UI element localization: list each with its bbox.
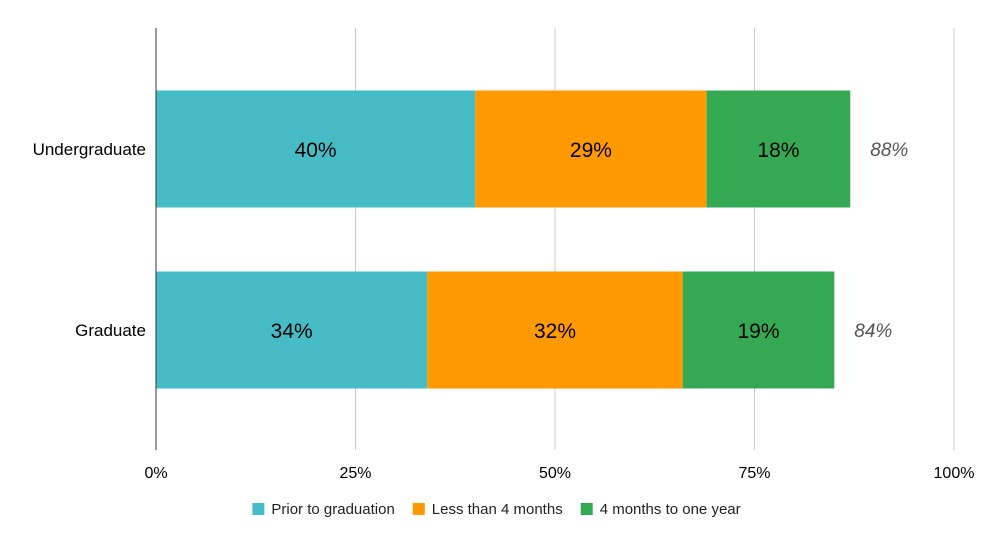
legend-swatch	[412, 503, 425, 515]
bar-segment	[156, 90, 476, 208]
legend-item: 4 months to one year	[580, 501, 741, 518]
bar-total-label: 84%	[854, 321, 892, 342]
bar-data-label: 29%	[570, 139, 612, 162]
x-tick-label: 50%	[539, 465, 571, 482]
x-tick-label: 100%	[934, 465, 975, 482]
bar-data-label: 32%	[534, 320, 576, 343]
bar-segment	[475, 90, 707, 208]
category-label: Undergraduate	[33, 140, 146, 159]
legend-item: Less than 4 months	[412, 501, 563, 518]
bar-segment	[156, 271, 428, 389]
legend-swatch	[252, 503, 265, 515]
axes: 0% 25% 50% 75% 100% Undergraduate Graduate	[33, 28, 975, 482]
category-label: Graduate	[75, 321, 146, 340]
legend-label: Prior to graduation	[271, 501, 394, 518]
bar-segment	[706, 90, 851, 208]
bars: 40% 29% 18% 88% 34% 32% 19% 84%	[156, 90, 908, 389]
legend: Prior to graduation Less than 4 months 4 m…	[252, 501, 741, 518]
x-tick-label: 25%	[339, 465, 371, 482]
legend-label: 4 months to one year	[600, 501, 741, 518]
bar-data-label: 40%	[295, 139, 337, 162]
bar-total-label: 88%	[870, 140, 908, 161]
bar-segment	[682, 271, 835, 389]
bar-segment	[427, 271, 683, 389]
x-tick-label: 0%	[144, 465, 167, 482]
bar-data-label: 34%	[271, 320, 313, 343]
legend-label: Less than 4 months	[432, 501, 563, 518]
bar-data-label: 19%	[737, 320, 779, 343]
x-tick-label: 75%	[738, 465, 770, 482]
legend-swatch	[580, 503, 593, 515]
legend-item: Prior to graduation	[252, 501, 395, 518]
bar-data-label: 18%	[757, 139, 799, 162]
